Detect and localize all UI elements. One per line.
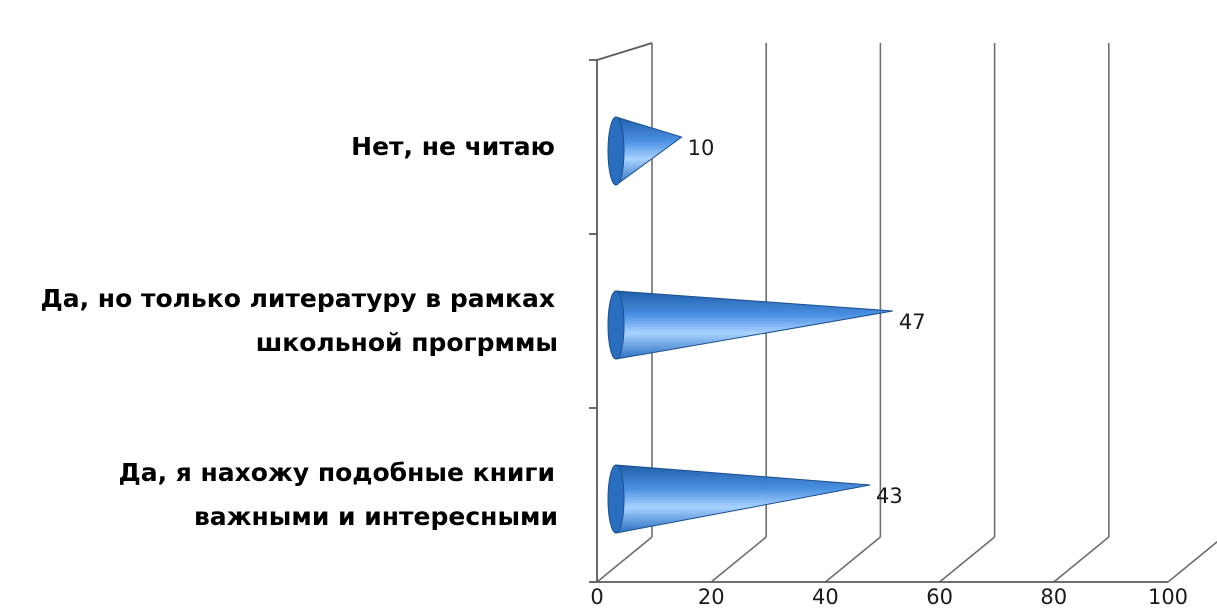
x-tick-label: 100 — [1148, 585, 1188, 608]
cone-bar — [607, 290, 893, 360]
side-wall-top-edge — [596, 42, 653, 61]
x-tick-labels: 0 20 40 60 80 100 — [590, 585, 1188, 608]
data-label: 43 — [876, 484, 903, 508]
x-tick-label: 80 — [1040, 585, 1067, 608]
floor-gridline — [1167, 540, 1217, 583]
floor-gridline — [939, 536, 996, 583]
x-tick-label: 20 — [698, 585, 725, 608]
category-label: Нет, не читаю — [351, 132, 555, 161]
axes — [589, 42, 1168, 583]
floor-gridline — [710, 536, 767, 583]
x-tick-label: 60 — [926, 585, 953, 608]
category-labels: Нет, не читаю Да, но только литературу в … — [40, 132, 558, 531]
floor-gridline — [1053, 536, 1110, 583]
value-labels: 10 47 43 — [688, 136, 926, 508]
floor-gridline — [824, 536, 881, 583]
cone-bar — [607, 116, 683, 186]
cones — [607, 116, 893, 534]
category-label: Да, я нахожу подобные книги — [118, 458, 555, 487]
x-tick-label: 0 — [590, 585, 603, 608]
floor-gridline — [596, 536, 653, 583]
cone-bar — [607, 464, 871, 534]
x-tick-label: 40 — [812, 585, 839, 608]
data-label: 10 — [688, 136, 715, 160]
gridlines — [596, 43, 1217, 583]
category-label: важными и интересными — [194, 502, 558, 531]
category-label: Да, но только литературу в рамках — [40, 284, 555, 313]
data-label: 47 — [899, 310, 926, 334]
category-label: школьной прогрммы — [256, 328, 558, 357]
